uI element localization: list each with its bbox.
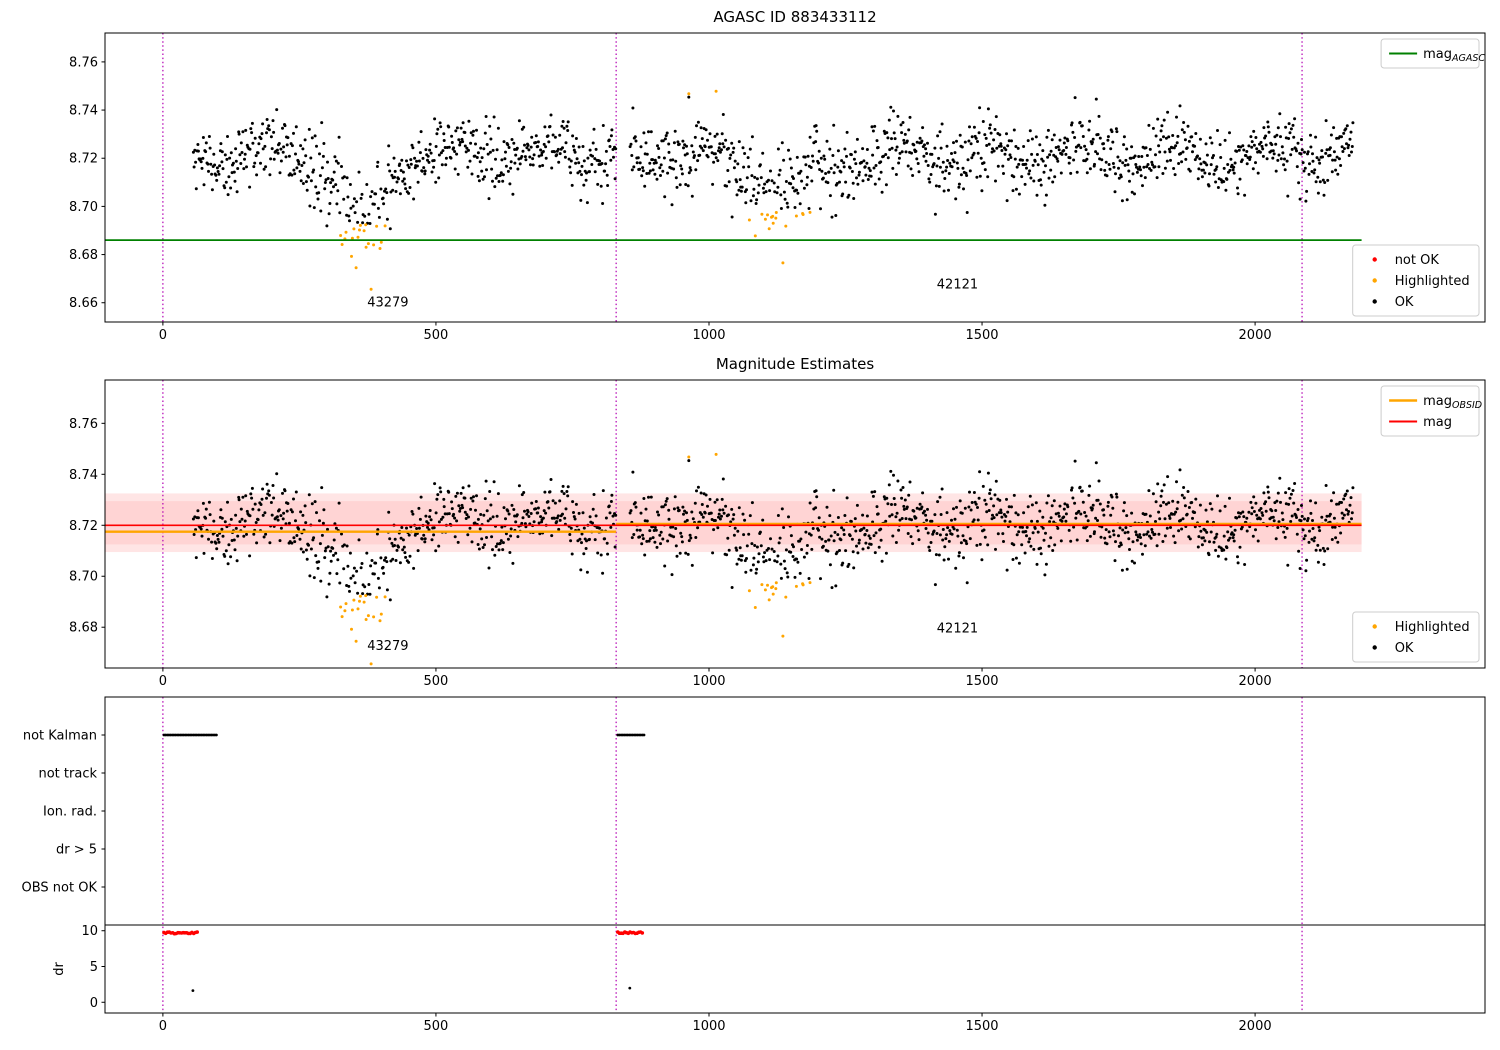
y-tick-label: 8.74 bbox=[69, 468, 98, 483]
flag-row-label: not Kalman bbox=[23, 729, 97, 744]
axes-frame bbox=[104, 32, 1486, 323]
dr-tick-label: 0 bbox=[90, 996, 98, 1011]
flag-row-label: OBS not OK bbox=[22, 881, 98, 896]
obsid-label: 43279 bbox=[367, 295, 408, 310]
plot-magest: 0 500 1000 1500 2000 8.68 8.70 8.72 8.74 8.76 4327… bbox=[69, 355, 1486, 689]
legend-marker-dot bbox=[1372, 645, 1377, 650]
x-tick-label: 1500 bbox=[965, 1019, 998, 1034]
flag-marks bbox=[162, 733, 646, 737]
obsid-label: 42121 bbox=[937, 277, 978, 292]
y-tick-label: 8.70 bbox=[69, 570, 98, 585]
plot-title: Magnitude Estimates bbox=[716, 355, 874, 373]
scatter-highlighted bbox=[339, 89, 812, 291]
legend-marker-dot bbox=[1372, 624, 1377, 629]
legend-label: Highlighted bbox=[1395, 620, 1470, 635]
dr-tick-label: 5 bbox=[90, 960, 98, 975]
scatter-ok bbox=[191, 95, 1355, 231]
legend-box bbox=[1352, 611, 1480, 663]
obsid-label: 42121 bbox=[937, 621, 978, 636]
x-tick-label: 0 bbox=[159, 674, 167, 689]
scatter-highlighted bbox=[339, 452, 812, 666]
confidence-band bbox=[105, 493, 1362, 553]
y-tick-label: 8.74 bbox=[69, 104, 98, 119]
legend-marker-dot bbox=[1372, 257, 1377, 262]
x-tick-label: 2000 bbox=[1239, 328, 1272, 343]
x-tick-label: 2000 bbox=[1239, 674, 1272, 689]
y-tick-label: 8.76 bbox=[69, 417, 98, 432]
axis-ticks: 0 500 1000 1500 2000 8.66 8.68 8.70 8.72 8.74 8.76 bbox=[69, 55, 1272, 343]
dr-not-ok-points bbox=[162, 930, 645, 936]
flag-row-label: Ion. rad. bbox=[43, 805, 97, 820]
dr-tick-label: 10 bbox=[81, 924, 98, 939]
plot-flags: not Kalman not track Ion. rad. dr > 5 OBS no… bbox=[22, 696, 1486, 1034]
y-tick-label: 8.72 bbox=[69, 152, 98, 167]
x-tick-label: 1000 bbox=[692, 674, 725, 689]
flag-row-label: not track bbox=[38, 767, 97, 782]
y-tick-label: 8.76 bbox=[69, 55, 98, 70]
x-tick-label: 500 bbox=[424, 328, 449, 343]
legend-label: mag bbox=[1423, 415, 1452, 430]
legend-box bbox=[1380, 38, 1480, 69]
y-tick-label: 8.72 bbox=[69, 519, 98, 534]
axes-frame bbox=[104, 696, 1486, 1014]
axis-ticks: 0 500 1000 1500 2000 8.68 8.70 8.72 8.74 8.76 bbox=[69, 417, 1272, 689]
plot-agasc: 0 500 1000 1500 2000 8.66 8.68 8.70 8.72 8.74 8.76… bbox=[69, 8, 1486, 343]
x-tick-label: 1500 bbox=[965, 328, 998, 343]
legend-marker-dot bbox=[1372, 278, 1377, 283]
legend-box bbox=[1380, 385, 1480, 437]
x-tick-label: 500 bbox=[424, 674, 449, 689]
x-tick-label: 500 bbox=[424, 1019, 449, 1034]
x-tick-label: 1500 bbox=[965, 674, 998, 689]
legend-label: OK bbox=[1395, 295, 1414, 310]
y-tick-label: 8.70 bbox=[69, 200, 98, 215]
dr-ok-points bbox=[191, 986, 632, 992]
obsid-label: 43279 bbox=[367, 639, 408, 654]
y-tick-label: 8.68 bbox=[69, 248, 98, 263]
legend-box bbox=[1352, 244, 1480, 317]
x-tick-label: 0 bbox=[159, 1019, 167, 1034]
x-tick-label: 2000 bbox=[1239, 1019, 1272, 1034]
axes-frame bbox=[104, 379, 1486, 669]
flag-row-label: dr > 5 bbox=[56, 843, 97, 858]
dr-axis-label: dr bbox=[52, 962, 67, 976]
legend-marker-dot bbox=[1372, 299, 1377, 304]
y-tick-label: 8.68 bbox=[69, 621, 98, 636]
x-tick-label: 1000 bbox=[692, 1019, 725, 1034]
plot-title: AGASC ID 883433112 bbox=[713, 8, 876, 26]
scatter-ok bbox=[191, 459, 1355, 602]
y-tick-label: 8.66 bbox=[69, 296, 98, 311]
legend-label: OK bbox=[1395, 641, 1414, 656]
x-tick-label: 0 bbox=[159, 328, 167, 343]
legend-label: not OK bbox=[1395, 253, 1440, 268]
legend-label: Highlighted bbox=[1395, 274, 1470, 289]
x-tick-label: 1000 bbox=[692, 328, 725, 343]
